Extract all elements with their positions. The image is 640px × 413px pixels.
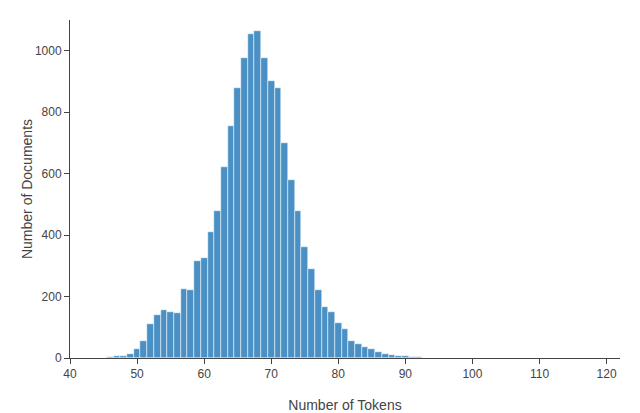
- svg-text:50: 50: [130, 367, 144, 381]
- svg-text:120: 120: [597, 367, 617, 381]
- svg-text:800: 800: [42, 105, 62, 119]
- svg-text:60: 60: [197, 367, 211, 381]
- svg-text:Number of Documents: Number of Documents: [19, 119, 35, 259]
- svg-text:100: 100: [462, 367, 482, 381]
- svg-text:40: 40: [63, 367, 77, 381]
- svg-text:600: 600: [42, 167, 62, 181]
- svg-text:400: 400: [42, 228, 62, 242]
- svg-text:110: 110: [530, 367, 549, 381]
- svg-text:200: 200: [42, 290, 62, 304]
- svg-text:0: 0: [55, 351, 62, 365]
- svg-text:1000: 1000: [35, 44, 62, 58]
- svg-text:Number of Tokens: Number of Tokens: [288, 397, 401, 413]
- svg-text:90: 90: [399, 367, 413, 381]
- svg-text:80: 80: [332, 367, 346, 381]
- svg-text:70: 70: [265, 367, 279, 381]
